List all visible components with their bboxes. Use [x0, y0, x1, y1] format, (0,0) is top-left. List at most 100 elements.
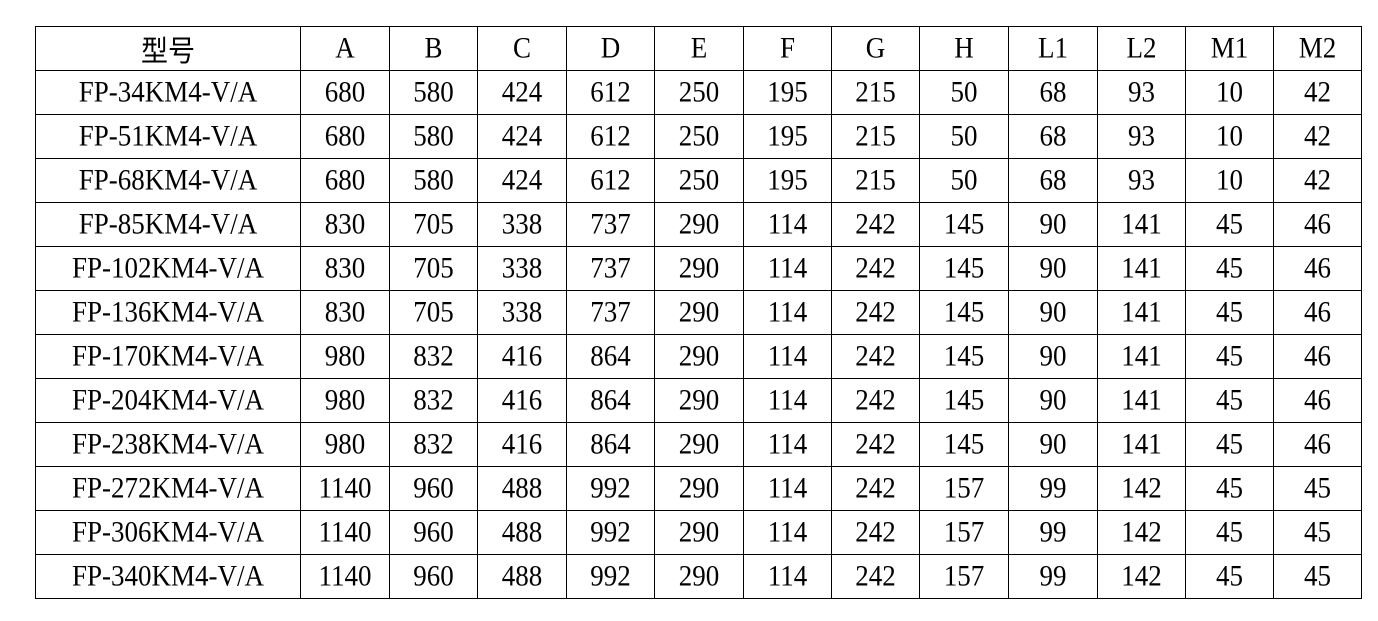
- header-cell-m2: M2: [1273, 26, 1362, 71]
- cell-h: 145: [919, 290, 1009, 335]
- cell-text: 90: [1039, 427, 1067, 461]
- table-row: FP-136KM4-V/A 830 705 338 737 290 114 242 145 90 1…: [35, 290, 1362, 335]
- cell-text: 90: [1039, 339, 1067, 373]
- cell-m1: 45: [1185, 246, 1274, 291]
- cell-text: 157: [943, 471, 985, 505]
- cell-text: 145: [943, 207, 985, 241]
- cell-text: 242: [855, 251, 896, 285]
- cell-c: 416: [477, 378, 567, 423]
- cell-text: 45: [1216, 471, 1243, 505]
- cell-text: 93: [1128, 75, 1155, 109]
- cell-m1: 10: [1185, 114, 1274, 159]
- cell-text: 242: [855, 427, 896, 461]
- cell-text: 45: [1216, 251, 1243, 285]
- cell-text: 290: [678, 295, 720, 329]
- cell-h: 145: [919, 246, 1009, 291]
- cell-text: 250: [678, 163, 720, 197]
- cell-text: FP-170KM4-V/A: [71, 339, 265, 373]
- cell-text: B: [424, 31, 443, 65]
- cell-text: 114: [767, 471, 808, 505]
- cell-text: 46: [1304, 383, 1331, 417]
- cell-text: 290: [678, 207, 720, 241]
- cell-c: 488: [477, 466, 567, 511]
- cell-text: 141: [1121, 383, 1162, 417]
- cell-text: 960: [413, 515, 454, 549]
- cell-m2: 46: [1273, 334, 1362, 379]
- cell-m2: 46: [1273, 378, 1362, 423]
- cell-f: 114: [743, 510, 832, 555]
- cell-text: 142: [1121, 559, 1162, 593]
- cell-text: 93: [1128, 119, 1155, 153]
- cell-text: 42: [1304, 163, 1331, 197]
- cell-a: 680: [300, 114, 390, 159]
- cell-text: FP-85KM4-V/A: [78, 207, 258, 241]
- cell-l2: 141: [1097, 290, 1186, 335]
- cell-model: FP-85KM4-V/A: [35, 202, 301, 247]
- cell-text: 832: [413, 427, 454, 461]
- cell-f: 114: [743, 466, 832, 511]
- cell-text: 90: [1039, 251, 1067, 285]
- cell-text: 864: [590, 427, 631, 461]
- cell-b: 960: [389, 466, 478, 511]
- cell-m1: 45: [1185, 290, 1274, 335]
- cell-b: 960: [389, 554, 478, 599]
- cell-text: 1140: [318, 471, 372, 505]
- cell-c: 424: [477, 70, 567, 115]
- cell-f: 114: [743, 378, 832, 423]
- cell-h: 145: [919, 422, 1009, 467]
- cell-text: F: [779, 31, 796, 65]
- header-row: 型号 A B C D E F G H L1 L2 M1 M2: [35, 26, 1362, 71]
- cell-l2: 93: [1097, 70, 1186, 115]
- cell-l1: 68: [1008, 114, 1098, 159]
- header-cell-c: C: [477, 26, 567, 71]
- cell-text: 290: [678, 559, 720, 593]
- cell-a: 980: [300, 378, 390, 423]
- cell-text: FP-68KM4-V/A: [78, 163, 258, 197]
- cell-text: 114: [767, 427, 808, 461]
- cell-l1: 90: [1008, 290, 1098, 335]
- cell-text: 141: [1121, 207, 1162, 241]
- cell-c: 488: [477, 554, 567, 599]
- cell-text: 416: [501, 339, 543, 373]
- cell-text: 99: [1039, 515, 1067, 549]
- cell-l1: 90: [1008, 378, 1098, 423]
- cell-text: 980: [324, 339, 366, 373]
- table-row: FP-85KM4-V/A 830 705 338 737 290 114 242 145 90 14…: [35, 202, 1362, 247]
- cell-e: 290: [654, 422, 744, 467]
- cell-c: 338: [477, 290, 567, 335]
- cell-f: 114: [743, 334, 832, 379]
- cell-d: 612: [566, 114, 655, 159]
- cell-h: 157: [919, 466, 1009, 511]
- cell-text: D: [600, 31, 621, 65]
- cell-text: 93: [1128, 163, 1155, 197]
- header-cell-l1: L1: [1008, 26, 1098, 71]
- cell-a: 980: [300, 422, 390, 467]
- cell-text: 141: [1121, 251, 1162, 285]
- header-cell-m1: M1: [1185, 26, 1274, 71]
- cell-text: 90: [1039, 295, 1067, 329]
- cell-text: 45: [1216, 383, 1243, 417]
- cell-l1: 99: [1008, 554, 1098, 599]
- cell-e: 290: [654, 554, 744, 599]
- cell-text: 680: [324, 75, 366, 109]
- cell-b: 832: [389, 378, 478, 423]
- cell-text: 424: [501, 75, 543, 109]
- cell-text: 114: [767, 339, 808, 373]
- cell-text: 680: [324, 163, 366, 197]
- cell-c: 338: [477, 246, 567, 291]
- cell-text: 1140: [318, 515, 372, 549]
- cell-text: 992: [590, 559, 631, 593]
- cell-text: 215: [855, 163, 896, 197]
- cell-m2: 45: [1273, 510, 1362, 555]
- cell-a: 1140: [300, 510, 390, 555]
- table-row: FP-68KM4-V/A 680 580 424 612 250 195 215 50 68 93 1…: [35, 158, 1362, 203]
- cell-text: FP-306KM4-V/A: [71, 515, 265, 549]
- cell-f: 114: [743, 246, 832, 291]
- cell-d: 737: [566, 202, 655, 247]
- cell-l2: 141: [1097, 246, 1186, 291]
- cell-text: FP-272KM4-V/A: [71, 471, 265, 505]
- cell-m2: 42: [1273, 114, 1362, 159]
- cell-text: 830: [324, 295, 366, 329]
- cell-b: 705: [389, 290, 478, 335]
- cell-a: 680: [300, 70, 390, 115]
